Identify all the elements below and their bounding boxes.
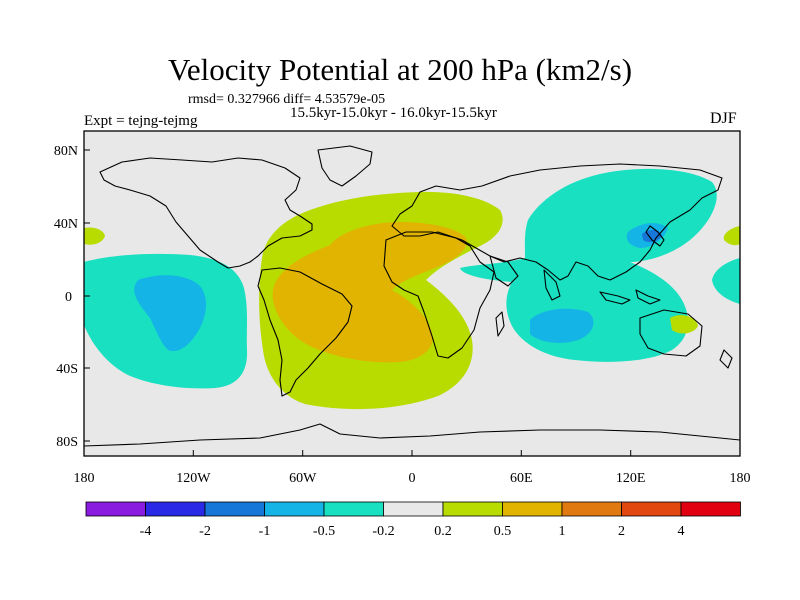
positive-patch-australia xyxy=(670,315,698,334)
positive-core-atlantic xyxy=(272,222,467,363)
x-label-120w: 120W xyxy=(176,471,211,486)
colorbar-box-7 xyxy=(502,501,563,517)
map-title: Velocity Potential at 200 hPa (km2/s) xyxy=(167,52,633,87)
period-label: 15.5kyr-15.0kyr - 16.0kyr-15.5kyr xyxy=(290,105,497,121)
y-label-80n: 80N xyxy=(54,144,78,159)
colorbar-label-1: -2 xyxy=(199,524,211,539)
colorbar xyxy=(85,501,741,517)
experiment-label: Expt = tejng-tejmg xyxy=(84,113,198,129)
x-label-180w: 180 xyxy=(74,471,95,486)
colorbar-box-6 xyxy=(442,501,503,517)
axis-ticks: 180 120W 60W 0 60E 120E 180 80N 40N 0 40… xyxy=(54,144,751,486)
colorbar-box-8 xyxy=(561,501,622,517)
positive-patch-pacific-west xyxy=(84,227,105,245)
x-label-60w: 60W xyxy=(289,471,317,486)
x-label-120e: 120E xyxy=(616,471,646,486)
y-label-40n: 40N xyxy=(54,217,78,232)
negative-core-indian xyxy=(530,308,594,343)
colorbar-label-2: -1 xyxy=(259,524,271,539)
colorbar-box-2 xyxy=(204,501,265,517)
negative-core-pacific xyxy=(134,275,207,352)
colorbar-label-4: -0.2 xyxy=(372,524,394,539)
colorbar-label-3: -0.5 xyxy=(313,524,335,539)
colorbar-labels: -4 -2 -1 -0.5 -0.2 0.2 0.5 1 2 4 xyxy=(140,524,685,539)
x-label-180e: 180 xyxy=(730,471,751,486)
negative-region-pacific-east xyxy=(712,258,740,304)
colorbar-label-8: 2 xyxy=(618,524,625,539)
colorbar-box-4 xyxy=(323,501,384,517)
y-label-80s: 80S xyxy=(56,435,78,450)
colorbar-label-7: 1 xyxy=(559,524,566,539)
colorbar-label-0: -4 xyxy=(140,524,152,539)
contour-field xyxy=(84,131,740,456)
x-label-60e: 60E xyxy=(510,471,533,486)
colorbar-label-6: 0.5 xyxy=(494,524,512,539)
positive-patch-pacific-east xyxy=(723,226,740,246)
colorbar-box-1 xyxy=(145,501,206,517)
colorbar-label-5: 0.2 xyxy=(434,524,452,539)
x-label-0: 0 xyxy=(409,471,416,486)
colorbar-box-0 xyxy=(85,501,146,517)
y-label-40s: 40S xyxy=(56,362,78,377)
colorbar-box-9 xyxy=(621,501,682,517)
coastlines xyxy=(84,145,740,447)
colorbar-box-5 xyxy=(383,501,444,517)
y-label-0: 0 xyxy=(65,290,72,305)
rmsd-label: rmsd= 0.327966 diff= 4.53579e-05 xyxy=(188,92,386,107)
colorbar-box-3 xyxy=(264,501,325,517)
colorbar-label-9: 4 xyxy=(678,524,685,539)
colorbar-box-10 xyxy=(680,501,741,517)
season-label: DJF xyxy=(710,110,737,127)
